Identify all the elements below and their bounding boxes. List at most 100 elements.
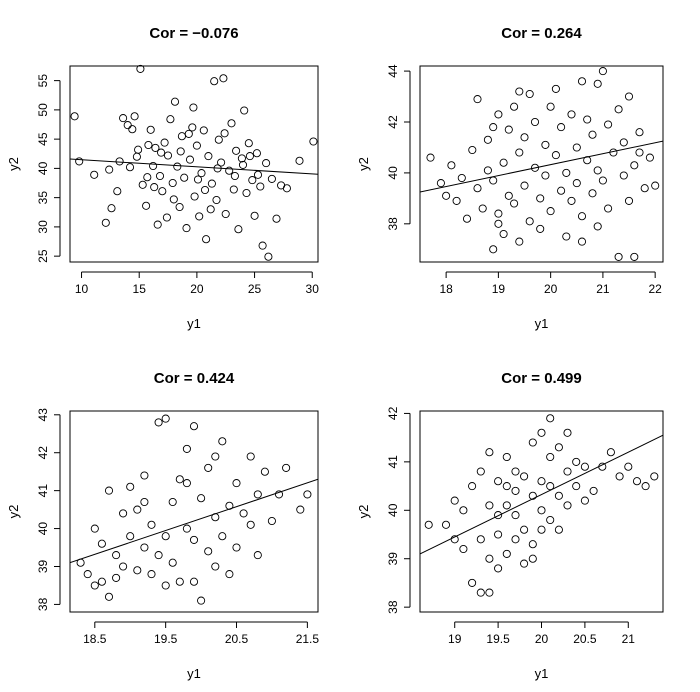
y-tick-label: 38 [36, 597, 50, 611]
data-point [212, 195, 221, 205]
data-point [442, 191, 451, 200]
data-point [107, 204, 116, 213]
data-point [494, 564, 503, 573]
x-tick-label: 20 [544, 282, 558, 296]
data-point [242, 188, 251, 198]
data-point [202, 235, 211, 244]
data-point [253, 490, 262, 499]
data-point [204, 547, 213, 556]
data-point [515, 237, 524, 246]
data-point [619, 171, 628, 180]
data-point [546, 482, 555, 491]
data-point [143, 173, 152, 182]
data-point [90, 581, 99, 590]
data-point [189, 103, 198, 112]
x-axis-label: y1 [187, 666, 201, 681]
data-point [296, 505, 305, 514]
data-point [577, 212, 587, 221]
data-point [239, 509, 248, 518]
data-point [149, 161, 158, 171]
data-point [211, 513, 220, 522]
data-point [97, 577, 106, 586]
data-point [557, 186, 566, 195]
data-point [162, 213, 171, 222]
data-point [163, 151, 173, 160]
data-point [168, 497, 177, 507]
data-point [504, 191, 513, 200]
data-point [140, 497, 149, 507]
data-point [468, 482, 477, 491]
x-tick-label: 21 [622, 632, 636, 646]
data-point [260, 467, 269, 476]
data-point [635, 128, 644, 137]
data-point [551, 151, 560, 160]
data-point [615, 472, 624, 481]
data-point [593, 79, 602, 88]
data-point [133, 505, 142, 514]
data-point [133, 566, 142, 575]
data-point [76, 558, 85, 567]
data-point [520, 559, 529, 568]
data-point [134, 145, 143, 154]
y-axis-label: y2 [6, 157, 21, 171]
data-point [650, 472, 659, 481]
data-point [218, 437, 227, 446]
data-point [577, 237, 587, 246]
data-point [525, 217, 534, 226]
data-point [225, 166, 234, 175]
data-point [589, 486, 598, 495]
data-points [424, 414, 659, 597]
panel-4: Cor = 0.499 19 19.5 20 20.5 21 38 39 40 41 42 y1 y2 [356, 370, 664, 681]
data-point [229, 185, 238, 194]
data-point [502, 482, 511, 491]
data-point [309, 137, 318, 146]
y-tick-label: 40 [386, 166, 400, 180]
data-point [166, 115, 175, 124]
data-point [234, 225, 243, 234]
x-tick-label: 10 [75, 282, 89, 296]
data-point [256, 182, 265, 191]
data-point [253, 170, 263, 179]
data-point [515, 87, 524, 96]
data-point [525, 89, 534, 99]
data-point [303, 490, 312, 499]
data-point [119, 509, 128, 518]
data-point [175, 577, 184, 586]
y-tick-label: 43 [36, 408, 50, 422]
y-tick-label: 42 [36, 446, 50, 460]
data-point [140, 471, 149, 480]
data-point [511, 467, 520, 476]
data-point [126, 532, 135, 541]
data-point [510, 102, 519, 111]
data-point [641, 482, 650, 491]
data-point [567, 110, 576, 119]
data-point [218, 532, 227, 541]
x-tick-label: 30 [306, 282, 320, 296]
data-point [563, 467, 572, 476]
regression-line [70, 478, 318, 564]
chart-title: Cor = 0.424 [154, 370, 235, 387]
data-point [624, 92, 634, 101]
data-point [160, 138, 169, 147]
x-tick-label: 20 [535, 632, 549, 646]
data-point [252, 149, 261, 158]
data-point [499, 158, 508, 167]
x-tick-label: 20.5 [225, 632, 249, 646]
data-point [494, 511, 503, 520]
data-point [248, 176, 257, 185]
plot-frame [69, 410, 319, 613]
data-point [119, 562, 128, 571]
data-point [142, 201, 151, 210]
regression-line [420, 140, 663, 193]
data-point [168, 558, 177, 567]
y-tick-label: 30 [36, 220, 50, 234]
data-point [554, 443, 563, 452]
data-point [211, 562, 220, 571]
data-point [572, 143, 581, 152]
data-point [153, 220, 162, 229]
data-point [161, 414, 170, 423]
data-point [258, 241, 267, 250]
x-tick-label: 18.5 [83, 632, 107, 646]
data-point [189, 577, 199, 586]
data-points [426, 67, 660, 261]
